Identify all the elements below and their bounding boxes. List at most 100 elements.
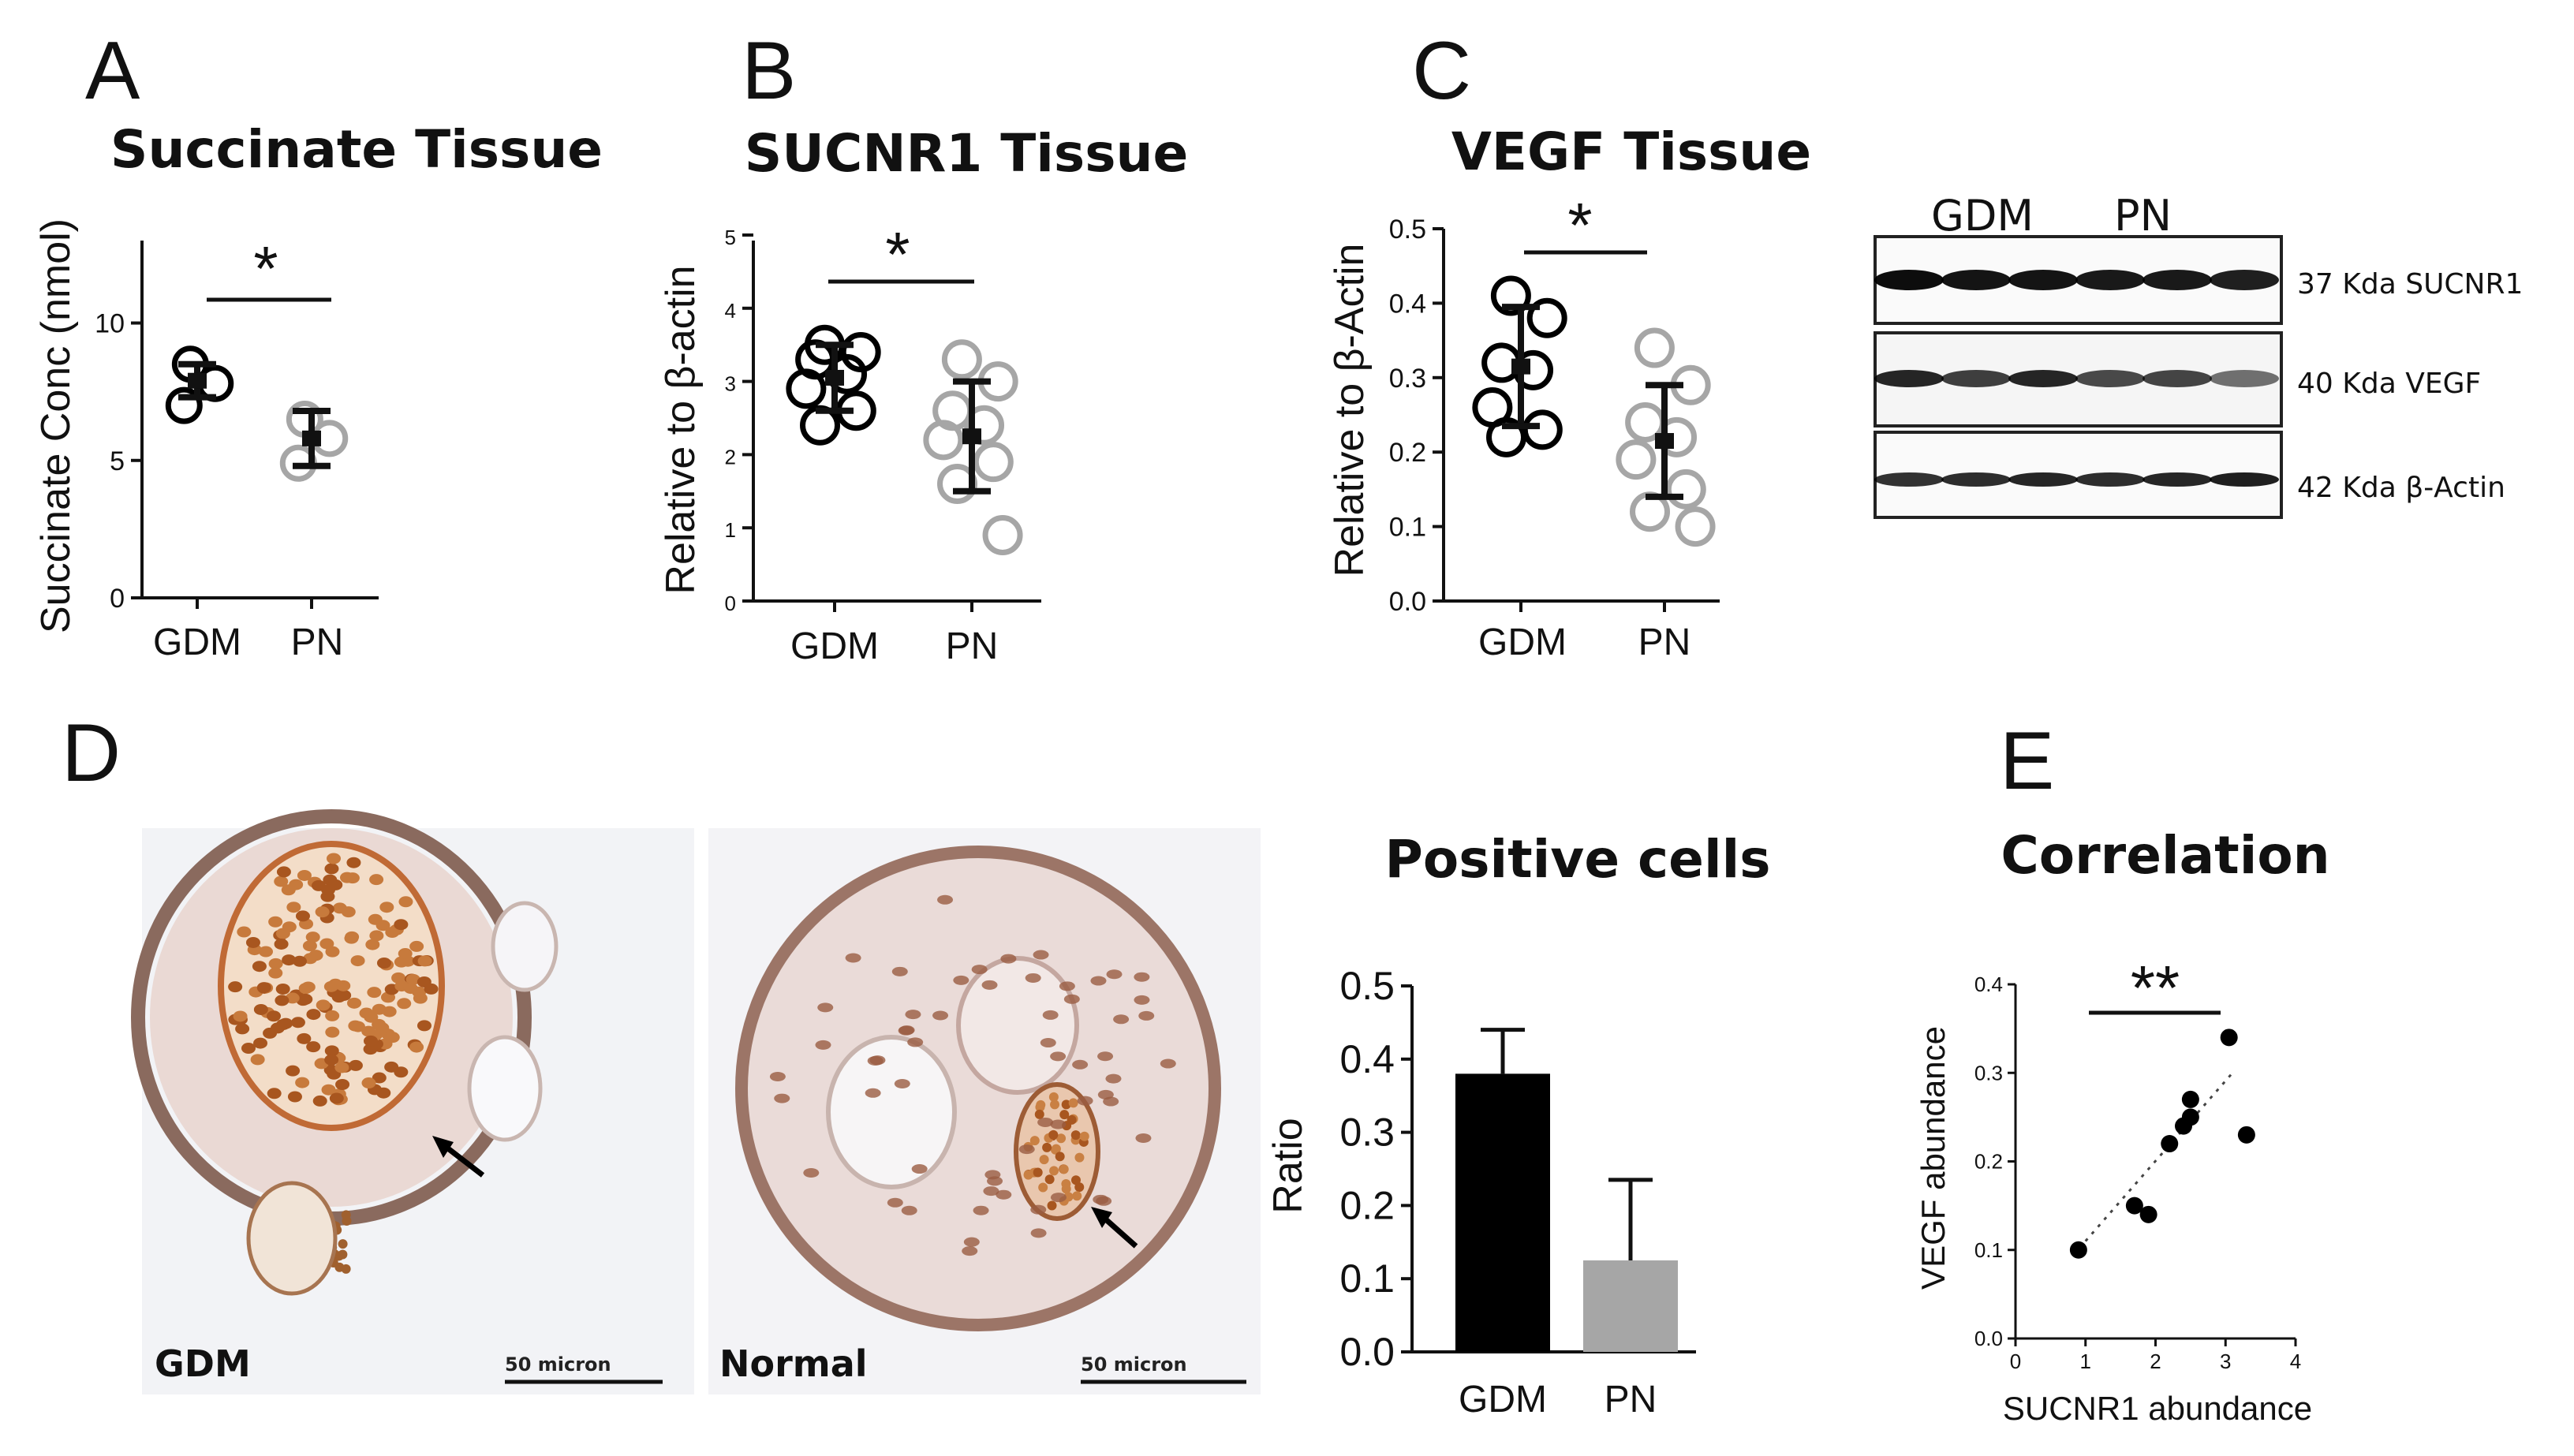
micrograph-normal-nucleus xyxy=(1033,950,1049,960)
panel-d-ytick-label: 0.0 xyxy=(1339,1330,1395,1374)
micrograph-gdm-rbc xyxy=(293,955,308,967)
micrograph-normal-rbc xyxy=(1055,1152,1065,1162)
micrograph-gdm-rbc xyxy=(282,954,297,966)
micrograph-normal-nucleus xyxy=(973,1205,989,1215)
micrograph-normal-nucleus xyxy=(1103,1096,1119,1107)
micrograph-gdm-rbc xyxy=(328,879,343,890)
micrograph-normal-nucleus xyxy=(1134,995,1150,1005)
panel-b-mean-gdm xyxy=(825,369,844,386)
micrograph-normal-nucleus xyxy=(1030,1228,1047,1238)
panel-e-xtick-label: 4 xyxy=(2290,1350,2301,1373)
panel-e-xtick-label: 3 xyxy=(2220,1350,2231,1373)
micrograph-gdm-rbc xyxy=(276,866,291,878)
micrograph-gdm-rbc xyxy=(268,958,283,969)
micrograph-gdm-rbc xyxy=(275,983,290,995)
micrograph-normal-nucleus xyxy=(905,1010,921,1020)
micrograph-normal-nucleus xyxy=(1030,1204,1047,1215)
micrograph-gdm-scale-label: 50 micron xyxy=(505,1353,611,1376)
micrograph-gdm-rbc xyxy=(268,916,283,928)
panel-letter-d: D xyxy=(62,707,121,799)
micrograph-gdm-rbc xyxy=(315,906,330,918)
panel-a-xtick-pn: PN xyxy=(291,622,344,663)
panel-d-ytick-label: 0.5 xyxy=(1339,964,1395,1008)
micrograph-normal-nucleus xyxy=(971,965,988,975)
micrograph-gdm-rbc xyxy=(295,1077,310,1088)
micrograph-gdm-rbc xyxy=(394,919,409,931)
micrograph-normal-nucleus xyxy=(987,1176,1003,1186)
micrograph-gdm-rbc xyxy=(253,1003,268,1015)
micrograph-normal-nucleus xyxy=(1063,994,1080,1004)
micrograph-normal-rbc xyxy=(1061,1099,1071,1110)
panel-a-point-gdm xyxy=(165,386,203,424)
panel-d-ytick-label: 0.2 xyxy=(1339,1183,1395,1227)
panel-b-ytick-label: 4 xyxy=(725,299,736,323)
panel-c-point-pn xyxy=(1634,327,1675,368)
panel-e-ytick-label: 0.1 xyxy=(1974,1238,2003,1262)
micrograph-normal-nucleus xyxy=(894,1078,910,1088)
micrograph-normal-nucleus xyxy=(891,966,908,976)
micrograph-normal-nucleus xyxy=(1160,1058,1176,1069)
micrograph-gdm-rbc xyxy=(282,921,297,933)
micrograph-normal-nucleus xyxy=(962,1246,978,1256)
panel-c-ytick-label: 0.5 xyxy=(1389,215,1426,245)
panel-e-xtick-label: 0 xyxy=(2010,1350,2021,1373)
micrograph-gdm-rbc xyxy=(372,1003,387,1015)
micrograph-gdm-rbc xyxy=(348,1059,363,1071)
panel-e-point xyxy=(2181,1090,2199,1108)
micrograph-normal-rbc xyxy=(1061,1184,1071,1194)
micrograph-normal-nucleus xyxy=(1096,1196,1112,1206)
micrograph-normal-nucleus xyxy=(1077,1096,1093,1106)
micrograph-gdm-rbc xyxy=(413,992,428,1004)
micrograph-gdm-rbc xyxy=(302,940,317,952)
panel-d-chart: Ratio GDM PN 0.0 0.1 0.2 0.3 0.4 0.5 xyxy=(1265,964,1696,1421)
panel-d-xtick-gdm: GDM xyxy=(1459,1379,1547,1421)
panel-c-point-pn xyxy=(1665,469,1706,510)
panel-e-xlabel: SUCNR1 abundance xyxy=(2003,1390,2312,1427)
micrograph-normal-label: Normal xyxy=(719,1342,868,1385)
micrograph-normal-nucleus xyxy=(996,1189,1012,1200)
micrograph-gdm-rbc xyxy=(325,946,340,958)
micrograph-gdm-rbc xyxy=(346,857,361,868)
panel-letter-e: E xyxy=(2000,715,2054,807)
micrograph-normal-rbc xyxy=(1048,1092,1059,1102)
micrograph-normal-rbc xyxy=(1048,1129,1059,1140)
micrograph-normal-nucleus xyxy=(937,894,954,905)
panel-e-title: Correlation xyxy=(2001,825,2329,886)
micrograph-gdm-rbc xyxy=(245,936,260,948)
panel-d-bar-gdm xyxy=(1455,1073,1550,1352)
panel-e-point xyxy=(2069,1241,2087,1259)
micrograph-normal-rbc xyxy=(1068,1098,1078,1108)
micrograph-normal-nucleus xyxy=(1138,1010,1155,1021)
panel-a-xtick-gdm: GDM xyxy=(153,622,241,663)
micrograph-gdm-rbc xyxy=(397,998,412,1010)
micrograph-gdm-rbc xyxy=(398,948,413,960)
panel-c-mean-gdm xyxy=(1511,358,1530,375)
blot-band xyxy=(2210,370,2279,387)
panel-a-title: Succinate Tissue xyxy=(110,119,603,180)
panel-c-chart: Relative to β-Actin GDM PN * 0.0 0.1 0.2 0.… xyxy=(1327,190,1720,663)
micrograph-gdm-rbc xyxy=(306,1041,321,1053)
micrograph-normal-nucleus xyxy=(1050,1051,1067,1062)
micrograph-normal-rbc xyxy=(1070,1130,1081,1141)
micrograph-gdm-rbc xyxy=(250,1054,265,1066)
blot-band xyxy=(2008,270,2078,290)
micrograph-gdm-rbc xyxy=(424,983,439,995)
panel-letter-b: B xyxy=(742,25,796,117)
panel-b-point-pn xyxy=(973,442,1014,483)
micrograph-gdm-rbc xyxy=(417,1020,431,1032)
blot-band xyxy=(2008,472,2078,487)
micrograph-normal-nucleus xyxy=(865,1088,881,1098)
micrograph-normal-nucleus xyxy=(1000,954,1017,964)
micrograph-gdm-rbc xyxy=(379,902,394,913)
micrograph-normal-nucleus xyxy=(981,980,998,990)
micrograph-gdm-rbc xyxy=(290,1017,305,1029)
micrograph-normal-nucleus xyxy=(1037,1117,1054,1127)
blot-band xyxy=(2210,472,2279,487)
micrograph-gdm-rbc xyxy=(287,1091,302,1103)
panel-a-mean-pn xyxy=(302,430,321,446)
panel-a-ylabel: Succinate Conc (nmol) xyxy=(33,218,79,633)
micrograph-normal-rbc xyxy=(1039,1155,1049,1165)
micrograph-normal-nucleus xyxy=(1042,1010,1059,1020)
panel-b-title: SUCNR1 Tissue xyxy=(745,123,1188,184)
micrograph-gdm-rbc xyxy=(383,1031,398,1043)
